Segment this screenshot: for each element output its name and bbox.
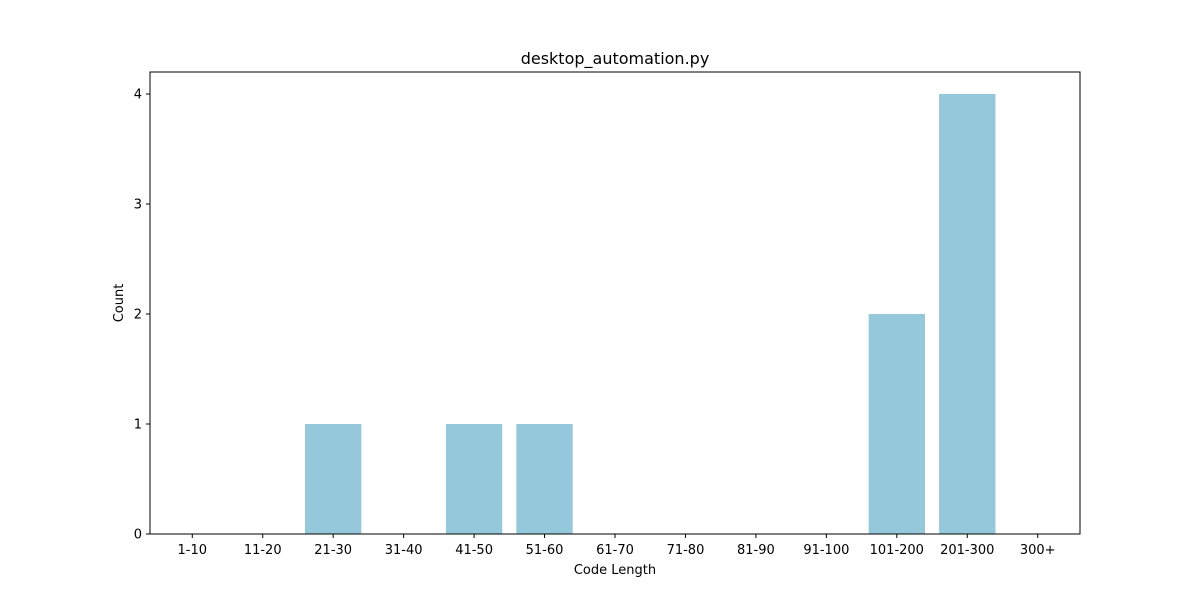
x-tick-label: 201-300 xyxy=(940,543,994,558)
chart-title: desktop_automation.py xyxy=(521,49,710,69)
bars-group xyxy=(305,94,996,534)
x-tick-label: 1-10 xyxy=(178,543,208,558)
x-tick-label: 61-70 xyxy=(596,543,634,558)
x-tick-label: 11-20 xyxy=(244,543,282,558)
y-tick-label: 4 xyxy=(134,88,142,103)
x-axis-label: Code Length xyxy=(574,563,656,578)
y-axis: 0 1 2 3 4 xyxy=(134,88,150,543)
y-tick-label: 0 xyxy=(134,528,142,543)
bar-21-30 xyxy=(305,424,362,534)
bar-51-60 xyxy=(516,424,573,534)
y-tick-label: 3 xyxy=(134,198,142,213)
x-tick-label: 21-30 xyxy=(314,543,352,558)
y-tick-label: 2 xyxy=(134,308,142,323)
x-tick-label: 91-100 xyxy=(803,543,849,558)
bar-201-300 xyxy=(939,94,996,534)
x-tick-label: 300+ xyxy=(1020,543,1056,558)
x-tick-label: 31-40 xyxy=(385,543,423,558)
x-tick-label: 71-80 xyxy=(667,543,705,558)
bar-101-200 xyxy=(868,314,925,534)
x-tick-label: 81-90 xyxy=(737,543,775,558)
bar-41-50 xyxy=(445,424,503,534)
x-tick-label: 51-60 xyxy=(526,543,564,558)
y-axis-label: Count xyxy=(112,284,127,323)
y-tick-label: 1 xyxy=(134,418,142,433)
x-tick-label: 41-50 xyxy=(455,543,493,558)
x-tick-label: 101-200 xyxy=(870,543,924,558)
x-axis: 1-10 11-20 21-30 31-40 41-50 51-60 61-70 71-80 8… xyxy=(178,534,1056,558)
